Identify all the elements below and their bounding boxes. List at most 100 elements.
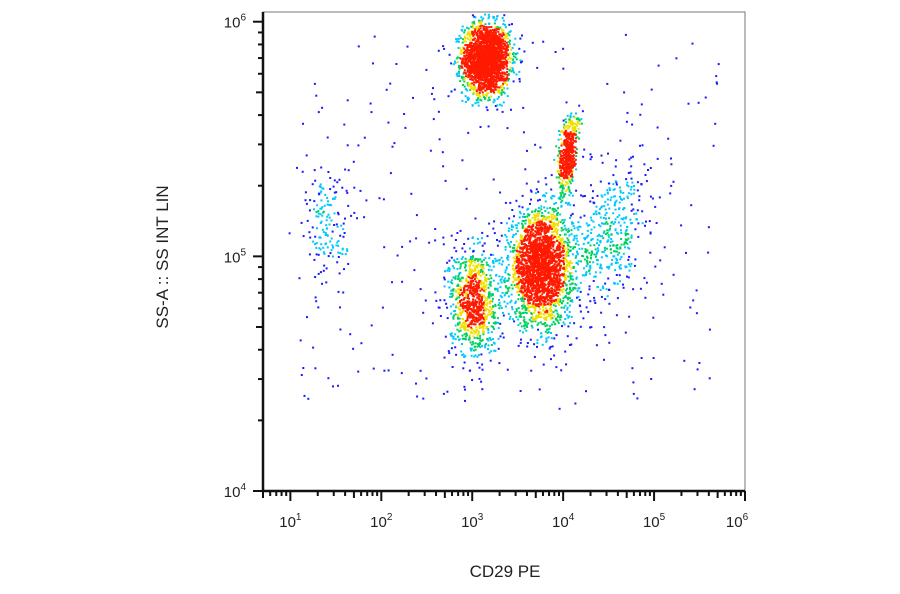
event-dot [504, 271, 507, 274]
event-dot [619, 189, 622, 192]
event-dot [558, 277, 561, 280]
event-dot [529, 233, 532, 236]
event-dot [509, 201, 512, 204]
event-dot [615, 262, 617, 265]
event-dot [622, 286, 625, 289]
event-dot [608, 302, 611, 305]
event-dot [471, 309, 473, 312]
event-dot [572, 278, 574, 281]
event-dot [515, 315, 518, 318]
event-dot [506, 77, 509, 80]
event-dot [335, 244, 338, 247]
event-dot [615, 250, 618, 253]
event-dot [556, 229, 559, 232]
event-dot [523, 298, 526, 300]
event-dot [574, 122, 577, 125]
event-dot [328, 216, 331, 219]
event-dot [474, 304, 477, 307]
event-dot [554, 223, 557, 226]
event-dot [466, 33, 469, 36]
event-dot [569, 148, 572, 151]
event-dot [488, 291, 491, 294]
event-dot [522, 286, 524, 289]
event-dot [459, 329, 462, 332]
event-dot [463, 266, 466, 269]
event-dot [444, 179, 447, 182]
event-dot [322, 211, 325, 214]
event-dot [587, 234, 590, 237]
event-dot [546, 328, 549, 331]
event-dot [539, 146, 542, 149]
event-dot [470, 262, 473, 265]
event-dot [494, 257, 497, 260]
event-dot [511, 225, 514, 228]
event-dot [569, 203, 572, 206]
event-dot [527, 218, 530, 221]
event-dot [435, 299, 438, 302]
event-dot [515, 73, 518, 76]
event-dot [488, 265, 491, 268]
event-dot [499, 78, 502, 81]
event-dot [537, 217, 540, 220]
event-dot [575, 168, 578, 171]
event-dot [477, 237, 479, 240]
event-dot [438, 138, 441, 141]
event-dot [622, 191, 625, 194]
event-dot [493, 349, 496, 352]
event-dot [555, 300, 558, 303]
event-dot [519, 271, 522, 274]
event-dot [451, 366, 454, 368]
event-dot [471, 280, 474, 283]
event-dot [543, 232, 546, 235]
event-dot [557, 270, 560, 272]
event-dot [482, 264, 485, 266]
event-dot [307, 397, 310, 400]
event-dot [542, 308, 545, 311]
event-dot [552, 256, 555, 259]
event-dot [553, 264, 556, 267]
event-dot [532, 246, 535, 249]
event-dot [524, 222, 527, 225]
event-dot [553, 236, 556, 238]
event-dot [480, 89, 483, 92]
event-dot [512, 268, 515, 271]
event-dot [531, 284, 534, 287]
event-dot [346, 250, 349, 253]
event-dot [478, 293, 481, 296]
event-dot [654, 205, 657, 208]
event-dot [480, 380, 483, 383]
event-dot [318, 247, 321, 250]
event-dot [561, 175, 564, 178]
event-dot [585, 222, 588, 225]
event-dot [563, 195, 566, 198]
event-dot [462, 301, 465, 304]
event-dot [547, 253, 550, 256]
event-dot [532, 302, 535, 305]
event-dot [603, 246, 606, 249]
event-dot [569, 116, 572, 119]
event-dot [457, 261, 460, 264]
event-dot [624, 238, 627, 241]
event-dot [473, 336, 476, 339]
event-dot [567, 178, 570, 181]
event-dot [501, 71, 504, 74]
event-dot [326, 215, 329, 218]
event-dot [534, 306, 537, 308]
event-dot [468, 83, 471, 86]
event-dot [553, 322, 556, 325]
event-dot [574, 128, 576, 131]
event-dot [536, 323, 539, 326]
event-dot [463, 80, 466, 83]
event-dot [465, 305, 468, 307]
event-dot [452, 335, 455, 338]
event-dot [331, 230, 334, 233]
event-dot [570, 175, 573, 178]
event-dot [572, 239, 575, 242]
event-dot [497, 321, 500, 324]
event-dot [555, 223, 558, 225]
event-dot [515, 240, 518, 243]
event-dot [460, 257, 463, 260]
event-dot [476, 290, 478, 293]
event-dot [510, 57, 513, 60]
event-dot [503, 279, 505, 282]
